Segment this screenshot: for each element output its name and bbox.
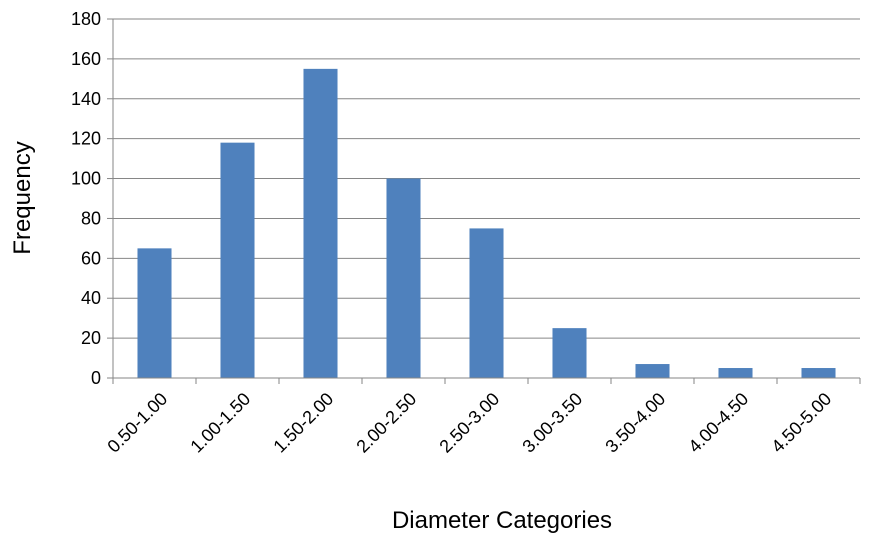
bar <box>635 364 670 378</box>
y-tick-label: 80 <box>81 208 101 228</box>
y-tick-label: 140 <box>71 89 101 109</box>
x-tick-label: 4.00-4.50 <box>684 389 752 457</box>
y-tick-label: 180 <box>71 9 101 29</box>
x-tick-label: 2.50-3.00 <box>435 389 503 457</box>
axes <box>107 18 861 384</box>
bar <box>303 68 338 378</box>
y-tick-labels: 0 20 40 60 80 100 120 140 160 180 <box>71 9 101 388</box>
bar <box>718 368 753 378</box>
bar <box>220 142 255 378</box>
bar <box>469 228 504 378</box>
x-tick-label: 4.50-5.00 <box>767 389 835 457</box>
bar <box>552 328 587 378</box>
x-tick-label: 0.50-1.00 <box>103 389 171 457</box>
y-tick-label: 120 <box>71 129 101 149</box>
y-tick-label: 20 <box>81 328 101 348</box>
x-tick-label: 2.00-2.50 <box>352 389 420 457</box>
x-tick-labels: 0.50-1.00 1.00-1.50 1.50-2.00 2.00-2.50 2.50… <box>103 389 835 457</box>
y-tick-label: 160 <box>71 49 101 69</box>
bar <box>386 178 421 378</box>
x-tick-label: 1.50-2.00 <box>269 389 337 457</box>
y-tick-label: 60 <box>81 248 101 268</box>
x-tick-label: 3.00-3.50 <box>518 389 586 457</box>
y-tick-label: 0 <box>91 368 101 388</box>
bars <box>137 68 836 378</box>
y-axis-title: Frequency <box>9 141 36 254</box>
x-tick-label: 3.50-4.00 <box>601 389 669 457</box>
bar <box>801 368 836 378</box>
bar <box>137 248 172 378</box>
y-tick-label: 40 <box>81 288 101 308</box>
x-axis-title: Diameter Categories <box>392 507 612 534</box>
y-tick-label: 100 <box>71 169 101 189</box>
x-tick-label: 1.00-1.50 <box>186 389 254 457</box>
